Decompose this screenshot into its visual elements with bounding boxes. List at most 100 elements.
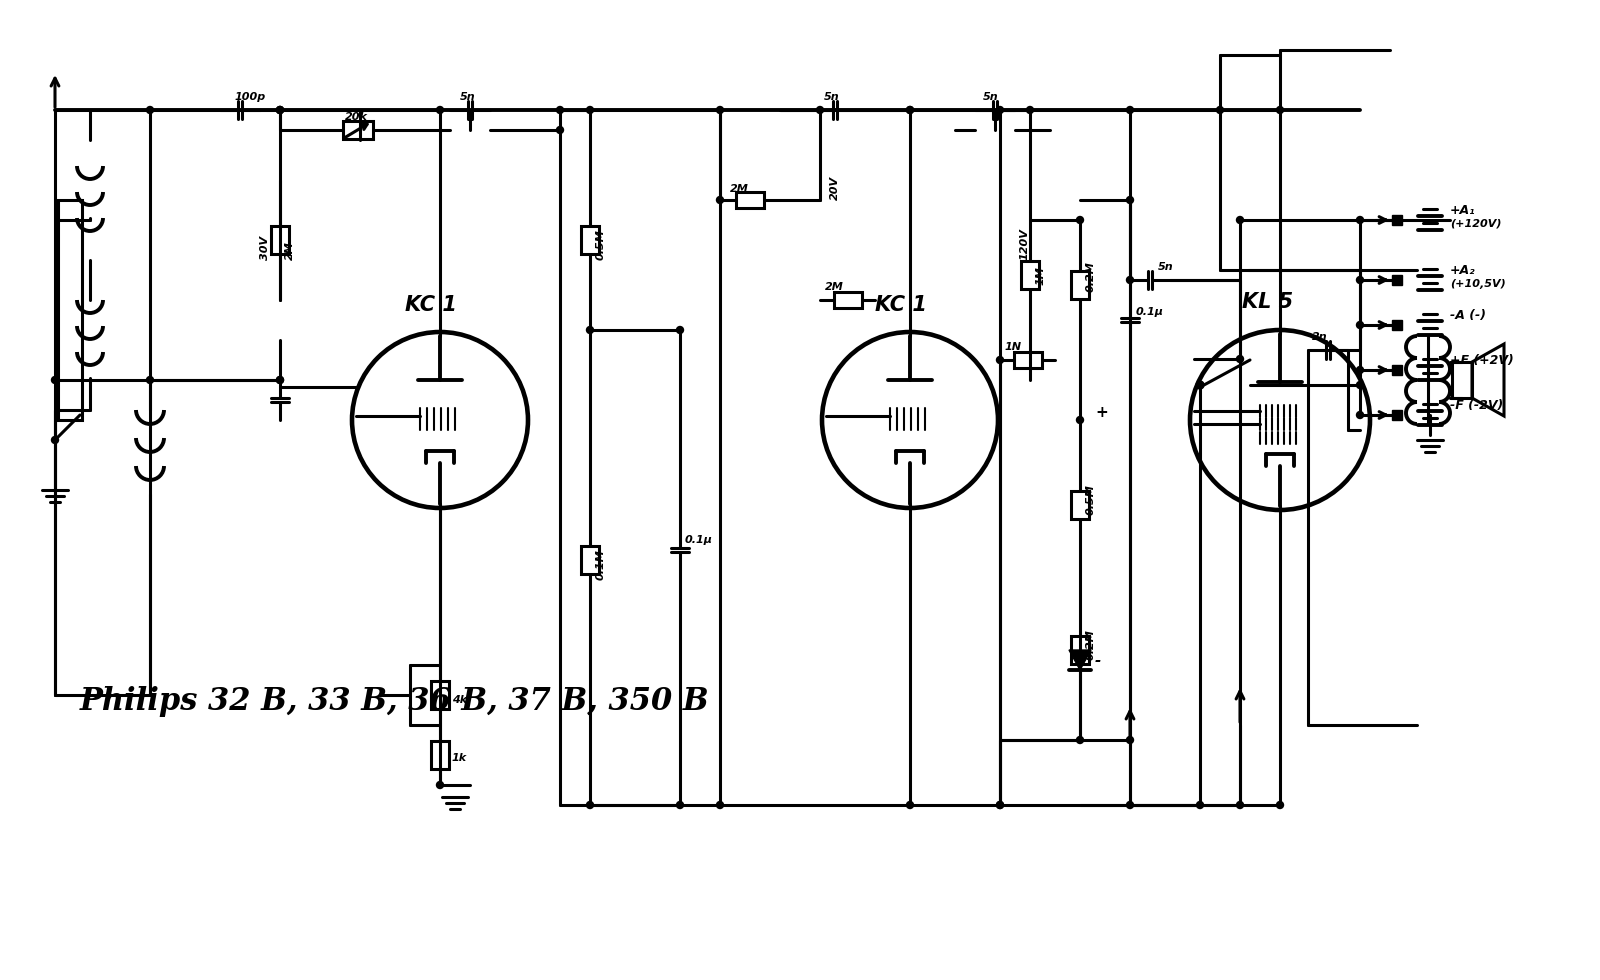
Circle shape — [587, 107, 594, 114]
Text: 2M: 2M — [730, 184, 749, 194]
Text: (+10,5V): (+10,5V) — [1450, 279, 1506, 289]
Text: 0.2M: 0.2M — [1086, 629, 1096, 660]
Text: 20V: 20V — [830, 175, 840, 200]
Circle shape — [557, 107, 563, 114]
Circle shape — [557, 126, 563, 133]
Circle shape — [437, 781, 443, 789]
Bar — [430, 741, 450, 769]
Circle shape — [1357, 217, 1363, 223]
Text: KC 1: KC 1 — [405, 295, 458, 315]
Circle shape — [1357, 367, 1363, 373]
Circle shape — [1357, 321, 1363, 328]
Text: 0.5M: 0.5M — [595, 229, 606, 260]
Text: Philips 32 B, 33 B, 36 B, 37 B, 350 B: Philips 32 B, 33 B, 36 B, 37 B, 350 B — [80, 686, 710, 717]
Circle shape — [1077, 217, 1083, 223]
Text: +A₂: +A₂ — [1450, 264, 1475, 277]
Bar — [1453, 362, 1472, 398]
Bar — [581, 226, 598, 254]
Circle shape — [677, 326, 683, 333]
Circle shape — [277, 107, 283, 114]
Bar — [1392, 215, 1402, 225]
Circle shape — [997, 802, 1003, 808]
Circle shape — [816, 107, 824, 114]
Text: +: + — [1094, 405, 1107, 420]
Text: KL 5: KL 5 — [1242, 292, 1293, 312]
Bar — [1070, 271, 1090, 299]
Text: 1N: 1N — [1005, 342, 1022, 352]
Circle shape — [1237, 356, 1243, 363]
Bar — [1392, 320, 1402, 330]
Circle shape — [1077, 737, 1083, 744]
Circle shape — [997, 107, 1003, 114]
Text: -: - — [1094, 653, 1101, 668]
Text: 0.1M: 0.1M — [595, 549, 606, 580]
Bar — [1013, 352, 1042, 368]
Circle shape — [1357, 412, 1363, 418]
Circle shape — [1357, 381, 1363, 388]
Text: 4k: 4k — [453, 695, 467, 705]
Circle shape — [277, 107, 283, 114]
Text: -A (-): -A (-) — [1450, 309, 1486, 322]
Circle shape — [717, 197, 723, 204]
Text: +F (+2V): +F (+2V) — [1450, 354, 1514, 367]
Text: 2M: 2M — [826, 282, 843, 292]
Circle shape — [1277, 107, 1283, 114]
Circle shape — [907, 107, 914, 114]
Circle shape — [997, 802, 1003, 808]
Circle shape — [437, 107, 443, 114]
Bar — [1021, 261, 1038, 289]
Text: 5n: 5n — [982, 92, 998, 102]
Circle shape — [147, 107, 154, 114]
Text: 0.1μ: 0.1μ — [1136, 307, 1163, 317]
Circle shape — [717, 107, 723, 114]
Text: 0.2M: 0.2M — [1086, 261, 1096, 292]
Circle shape — [717, 802, 723, 808]
Circle shape — [1197, 802, 1203, 808]
Text: 5n: 5n — [824, 92, 840, 102]
Bar — [270, 226, 290, 254]
Polygon shape — [1069, 650, 1091, 670]
Text: 100p: 100p — [235, 92, 266, 102]
Circle shape — [907, 107, 914, 114]
Circle shape — [1077, 416, 1083, 423]
Bar — [1392, 410, 1402, 420]
Circle shape — [1126, 197, 1133, 204]
Text: +A₁: +A₁ — [1450, 204, 1475, 217]
Text: 0.5M: 0.5M — [1086, 484, 1096, 515]
Bar — [834, 292, 861, 308]
Text: (+120V): (+120V) — [1450, 219, 1501, 229]
Text: KC 1: KC 1 — [875, 295, 926, 315]
Circle shape — [587, 326, 594, 333]
Text: 120V: 120V — [1021, 228, 1030, 260]
Circle shape — [51, 436, 59, 444]
Circle shape — [147, 376, 154, 383]
Text: 20k: 20k — [346, 112, 368, 122]
Text: 1M: 1M — [1037, 267, 1046, 285]
Circle shape — [1126, 107, 1133, 114]
Bar — [1070, 491, 1090, 519]
Circle shape — [277, 376, 283, 383]
Circle shape — [1126, 276, 1133, 283]
Bar — [1392, 365, 1402, 375]
Circle shape — [51, 376, 59, 383]
Circle shape — [277, 107, 283, 114]
Text: 1k: 1k — [453, 753, 467, 763]
Bar — [430, 681, 450, 709]
Text: 2M: 2M — [285, 241, 294, 260]
Text: 5n: 5n — [1158, 262, 1174, 272]
Circle shape — [1126, 802, 1133, 808]
Circle shape — [1216, 107, 1224, 114]
Circle shape — [277, 376, 283, 383]
Bar — [1070, 636, 1090, 664]
Text: 30V: 30V — [259, 236, 270, 260]
Circle shape — [1277, 802, 1283, 808]
Circle shape — [1126, 737, 1133, 744]
Circle shape — [997, 357, 1003, 364]
Text: 2n: 2n — [1312, 332, 1328, 342]
Text: -F (-2V): -F (-2V) — [1450, 399, 1504, 412]
Circle shape — [1357, 276, 1363, 283]
Bar — [1392, 275, 1402, 285]
Circle shape — [677, 802, 683, 808]
Bar — [581, 546, 598, 574]
Text: 0.1μ: 0.1μ — [685, 535, 714, 545]
